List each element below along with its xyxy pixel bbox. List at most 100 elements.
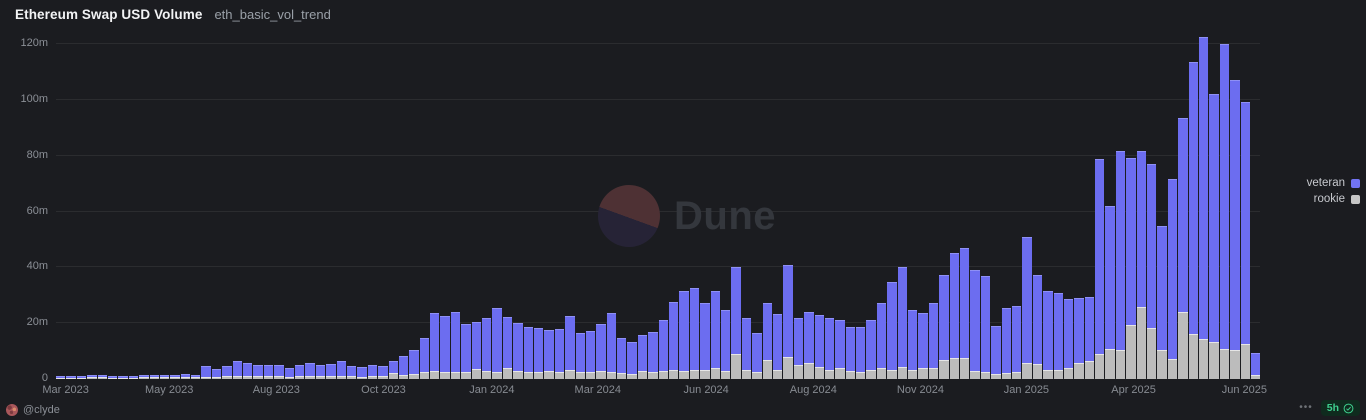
rookie-segment[interactable]	[617, 372, 627, 379]
bar[interactable]	[1032, 274, 1043, 379]
veteran-segment[interactable]	[430, 312, 440, 372]
bar[interactable]	[1178, 117, 1188, 379]
rookie-segment[interactable]	[1188, 333, 1198, 379]
rookie-segment[interactable]	[866, 369, 876, 379]
bar[interactable]	[346, 366, 357, 379]
veteran-segment[interactable]	[876, 303, 887, 369]
bar[interactable]	[565, 315, 575, 379]
veteran-segment[interactable]	[752, 333, 762, 373]
veteran-segment[interactable]	[627, 341, 637, 374]
rookie-segment[interactable]	[533, 372, 544, 379]
rookie-segment[interactable]	[856, 372, 866, 379]
veteran-segment[interactable]	[450, 312, 461, 373]
bar[interactable]	[118, 375, 128, 379]
rookie-segment[interactable]	[232, 375, 243, 379]
veteran-segment[interactable]	[118, 375, 128, 378]
veteran-segment[interactable]	[1126, 158, 1136, 326]
bar[interactable]	[1126, 158, 1136, 379]
veteran-segment[interactable]	[554, 329, 565, 373]
bar[interactable]	[107, 375, 118, 379]
rookie-segment[interactable]	[814, 366, 824, 379]
veteran-segment[interactable]	[741, 318, 752, 370]
rookie-segment[interactable]	[1167, 358, 1178, 379]
bar[interactable]	[315, 365, 326, 379]
rookie-segment[interactable]	[1230, 350, 1240, 379]
rookie-segment[interactable]	[440, 371, 450, 379]
bar[interactable]	[243, 363, 253, 379]
bar[interactable]	[336, 361, 346, 379]
bar[interactable]	[959, 247, 970, 379]
veteran-segment[interactable]	[835, 319, 845, 369]
bar[interactable]	[170, 374, 180, 379]
bar[interactable]	[533, 328, 544, 379]
veteran-segment[interactable]	[523, 326, 533, 372]
rookie-segment[interactable]	[139, 377, 149, 379]
veteran-segment[interactable]	[1167, 179, 1178, 359]
bar[interactable]	[866, 319, 876, 379]
veteran-segment[interactable]	[1063, 298, 1074, 369]
rookie-segment[interactable]	[970, 371, 980, 379]
legend-item-veteran[interactable]: veteran	[1307, 176, 1360, 190]
veteran-segment[interactable]	[1022, 237, 1032, 363]
rookie-segment[interactable]	[274, 376, 284, 379]
veteran-segment[interactable]	[1136, 151, 1147, 307]
bar[interactable]	[523, 326, 533, 379]
rookie-segment[interactable]	[346, 376, 357, 379]
veteran-segment[interactable]	[336, 361, 346, 376]
bar[interactable]	[689, 287, 700, 379]
bar[interactable]	[585, 330, 596, 379]
veteran-segment[interactable]	[544, 329, 554, 372]
rookie-segment[interactable]	[762, 359, 772, 379]
veteran-segment[interactable]	[170, 374, 180, 377]
bar[interactable]	[980, 276, 991, 379]
bar[interactable]	[430, 312, 440, 379]
bar[interactable]	[222, 366, 232, 379]
rookie-segment[interactable]	[1001, 372, 1011, 379]
rookie-segment[interactable]	[658, 371, 669, 379]
rookie-segment[interactable]	[76, 377, 87, 379]
rookie-segment[interactable]	[1063, 368, 1074, 379]
rookie-segment[interactable]	[939, 359, 949, 379]
veteran-segment[interactable]	[1157, 226, 1167, 351]
author-handle[interactable]: @clyde	[23, 404, 60, 416]
veteran-segment[interactable]	[1240, 102, 1250, 345]
bar[interactable]	[274, 365, 284, 379]
rookie-segment[interactable]	[1126, 325, 1136, 379]
bar[interactable]	[1230, 80, 1240, 379]
veteran-segment[interactable]	[700, 302, 710, 370]
bar[interactable]	[658, 319, 669, 379]
veteran-segment[interactable]	[409, 349, 419, 375]
bar[interactable]	[731, 267, 741, 379]
bar[interactable]	[928, 302, 939, 379]
bar[interactable]	[876, 303, 887, 379]
bar[interactable]	[949, 252, 959, 379]
rookie-segment[interactable]	[1032, 363, 1043, 379]
bar[interactable]	[139, 375, 149, 379]
veteran-segment[interactable]	[367, 365, 378, 377]
bar[interactable]	[419, 337, 430, 379]
rookie-segment[interactable]	[56, 377, 66, 379]
bar[interactable]	[502, 317, 513, 379]
rookie-segment[interactable]	[170, 377, 180, 379]
rookie-segment[interactable]	[253, 376, 263, 379]
bar[interactable]	[627, 341, 637, 379]
bar[interactable]	[357, 367, 367, 379]
veteran-segment[interactable]	[419, 337, 430, 373]
bar[interactable]	[1167, 179, 1178, 379]
more-options-icon[interactable]: •••	[1299, 402, 1313, 413]
rookie-segment[interactable]	[544, 371, 554, 379]
rookie-segment[interactable]	[1178, 311, 1188, 379]
bar[interactable]	[637, 334, 648, 379]
veteran-segment[interactable]	[440, 315, 450, 372]
bar[interactable]	[1157, 226, 1167, 379]
bar[interactable]	[1136, 151, 1147, 379]
bar[interactable]	[461, 324, 471, 379]
bar[interactable]	[1188, 61, 1198, 379]
veteran-segment[interactable]	[97, 374, 107, 377]
bar[interactable]	[1084, 297, 1095, 379]
bar[interactable]	[970, 269, 980, 379]
veteran-segment[interactable]	[305, 363, 315, 377]
bar[interactable]	[253, 365, 263, 379]
rookie-segment[interactable]	[959, 357, 970, 379]
rookie-segment[interactable]	[648, 372, 658, 379]
